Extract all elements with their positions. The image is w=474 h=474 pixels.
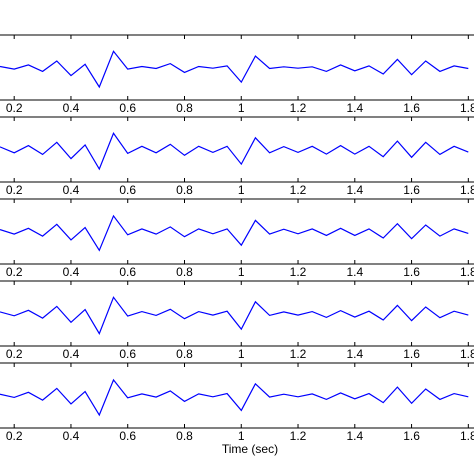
x-tick-label: 0.6	[119, 101, 136, 115]
waveform	[0, 50, 469, 89]
x-tick-label: 0.4	[63, 101, 80, 115]
x-tick-label: 1.6	[403, 429, 420, 443]
x-tick-label: 0.8	[176, 429, 193, 443]
x-tick-label: 1.6	[403, 183, 420, 197]
plot-frame	[0, 362, 474, 429]
x-tick-label: 1.2	[290, 429, 307, 443]
x-tick-label: 0.4	[63, 347, 80, 361]
x-tick-label: 1.4	[346, 183, 363, 197]
x-tick-label: 0.4	[63, 265, 80, 279]
x-tick-label: 0.8	[176, 183, 193, 197]
x-tick-label: 1.2	[290, 101, 307, 115]
plot-frame	[0, 34, 474, 101]
x-tick-label: 1	[238, 183, 245, 197]
x-tick-label: 0.2	[6, 429, 23, 443]
x-tick-label: 1.2	[290, 265, 307, 279]
x-tick-label: 0.6	[119, 347, 136, 361]
x-tick-label: 0.6	[119, 183, 136, 197]
x-tick-label: 1.4	[346, 347, 363, 361]
x-tick-label: 1	[238, 101, 245, 115]
x-tick-label: 0.2	[6, 183, 23, 197]
x-tick-label: 0.2	[6, 347, 23, 361]
waveform	[0, 132, 469, 171]
x-tick-label: 0.2	[6, 265, 23, 279]
x-tick-label: 0.6	[119, 429, 136, 443]
x-tick-label: 1.8	[460, 347, 474, 361]
x-axis-label: Time (sec)	[222, 442, 278, 456]
x-tick-label: 0.8	[176, 347, 193, 361]
x-tick-label: 1	[238, 347, 245, 361]
x-tick-label: 0.8	[176, 265, 193, 279]
waveform	[0, 378, 469, 417]
x-tick-label: 1.8	[460, 429, 474, 443]
x-tick-label: 1	[238, 265, 245, 279]
x-tick-label: 0.8	[176, 101, 193, 115]
x-tick-label: 1.4	[346, 429, 363, 443]
x-tick-label: 1.8	[460, 265, 474, 279]
x-tick-label: 1.8	[460, 183, 474, 197]
x-tick-label: 0.4	[63, 183, 80, 197]
x-tick-label: 0.6	[119, 265, 136, 279]
plot-frame	[0, 116, 474, 183]
x-tick-label: 1.8	[460, 101, 474, 115]
x-tick-label: 1.2	[290, 347, 307, 361]
plot-frame	[0, 280, 474, 347]
x-tick-label: 1.6	[403, 101, 420, 115]
x-tick-label: 1.4	[346, 265, 363, 279]
plot-frame	[0, 198, 474, 265]
x-tick-label: 1.2	[290, 183, 307, 197]
x-tick-label: 0.4	[63, 429, 80, 443]
waveform	[0, 296, 469, 335]
x-tick-label: 1.6	[403, 265, 420, 279]
x-tick-label: 1	[238, 429, 245, 443]
x-tick-label: 0.2	[6, 101, 23, 115]
x-tick-label: 1.4	[346, 101, 363, 115]
waveform	[0, 214, 469, 252]
x-tick-label: 1.6	[403, 347, 420, 361]
